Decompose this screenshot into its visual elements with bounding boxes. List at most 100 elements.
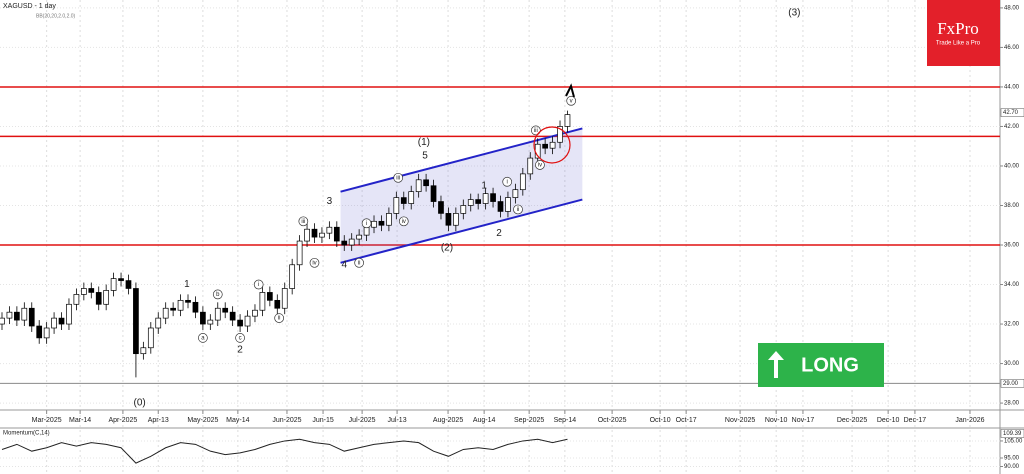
candle-body <box>304 228 310 242</box>
candle-body <box>400 197 407 204</box>
candle-body <box>118 278 124 281</box>
candle-body <box>73 294 80 305</box>
y-tick-label: 90.00 <box>1004 464 1020 470</box>
candle-body <box>519 173 526 191</box>
candle-body <box>43 327 50 339</box>
x-tick-label: Apr-2025 <box>109 417 138 424</box>
tagline: Trade Like a Pro <box>936 41 981 47</box>
wave-label: (3) <box>788 7 800 18</box>
candle-body <box>36 325 43 339</box>
candle-body <box>281 288 288 309</box>
wave-label: i <box>258 282 259 288</box>
x-tick-label: Apr-13 <box>148 417 169 424</box>
wave-marker <box>513 204 523 215</box>
candle-body <box>564 114 571 127</box>
wave-label: ii <box>358 260 361 266</box>
wave-marker <box>354 257 364 268</box>
candle-body <box>527 157 534 175</box>
wave-marker <box>235 333 245 343</box>
x-tick-label: Sep-14 <box>554 417 577 424</box>
y-tick-label: 38.00 <box>1004 203 1020 209</box>
x-tick-label: Oct-10 <box>650 417 671 424</box>
candle-body <box>289 264 296 289</box>
x-tick-label: Oct-2025 <box>598 417 627 424</box>
candle-body <box>512 189 519 198</box>
wave-label: iii <box>396 175 400 181</box>
wave-label: iii <box>301 219 305 225</box>
candle-body <box>80 288 87 295</box>
candle-body <box>267 292 273 301</box>
wave-marker <box>274 313 285 323</box>
y-tick-label: 46.00 <box>1004 45 1020 51</box>
candle-body <box>170 307 176 311</box>
y-tick-label: 95.00 <box>1004 456 1020 462</box>
wave-label: ii <box>278 316 281 322</box>
x-tick-label: Mar-2025 <box>32 417 62 424</box>
price-tag <box>1000 108 1024 117</box>
candle-body <box>66 303 72 325</box>
candle-body <box>58 317 65 325</box>
x-tick-label: Jul-2025 <box>349 417 376 424</box>
candle-body <box>6 311 13 319</box>
candle-body <box>475 199 482 204</box>
candle-body <box>371 220 377 228</box>
wave-marker <box>309 257 320 268</box>
candle-body <box>192 301 199 313</box>
candle-body <box>140 347 147 355</box>
wave-marker <box>198 333 208 343</box>
x-tick-label: Dec-2025 <box>837 417 867 424</box>
candle-body <box>214 307 221 321</box>
x-tick-label: Sep-2025 <box>514 417 544 424</box>
candle-body <box>14 311 20 321</box>
wave-label: iv <box>538 163 542 169</box>
wave-label: iv <box>402 219 406 225</box>
candle-body <box>326 226 333 234</box>
candle-body <box>185 299 191 303</box>
wave-marker <box>253 279 264 290</box>
candle-body <box>237 319 243 327</box>
wave-label: 2 <box>496 228 502 239</box>
wave-label: 2 <box>237 344 243 355</box>
x-tick-label: Nov-17 <box>792 417 815 424</box>
x-tick-label: Dec-17 <box>904 417 927 424</box>
candle-body <box>333 226 340 242</box>
panel-title: Momentum(C,14) <box>3 431 50 437</box>
signal-label: LONG <box>801 354 859 376</box>
candle-body <box>252 309 258 317</box>
price-tag-label: 109.39 <box>1003 431 1022 437</box>
x-tick-label: Jun-15 <box>312 417 334 424</box>
y-tick-label: 30.00 <box>1004 361 1020 367</box>
candle-body <box>341 240 348 246</box>
x-tick-label: Jul-13 <box>388 417 407 424</box>
candle-body <box>497 201 504 212</box>
x-tick-label: Nov-2025 <box>725 417 755 424</box>
wave-marker <box>398 216 409 227</box>
wave-label: i <box>507 179 508 185</box>
wave-label: 3 <box>327 196 333 207</box>
wave-label: c <box>239 335 242 341</box>
candle-body <box>110 278 117 291</box>
wave-marker <box>212 289 223 300</box>
wave-marker <box>502 176 513 187</box>
candle-body <box>445 213 452 226</box>
candle-body <box>229 311 236 321</box>
candle-body <box>557 126 563 143</box>
candle-body <box>356 234 362 240</box>
candle-body <box>51 317 57 329</box>
wave-label: 4 <box>341 259 347 270</box>
price-tag-label: 42.70 <box>1003 110 1019 116</box>
wave-marker <box>298 216 309 227</box>
candle-body <box>244 315 251 327</box>
candle-body <box>505 197 511 212</box>
candle-body <box>103 290 110 305</box>
wave-label: iv <box>312 260 316 266</box>
channel-line <box>340 127 583 193</box>
price-tag <box>1000 379 1024 388</box>
wave-marker <box>361 218 372 229</box>
wave-label: (2) <box>441 243 453 254</box>
candle-body <box>453 213 459 226</box>
candle-body <box>490 193 496 202</box>
wave-label: 1 <box>481 180 487 191</box>
